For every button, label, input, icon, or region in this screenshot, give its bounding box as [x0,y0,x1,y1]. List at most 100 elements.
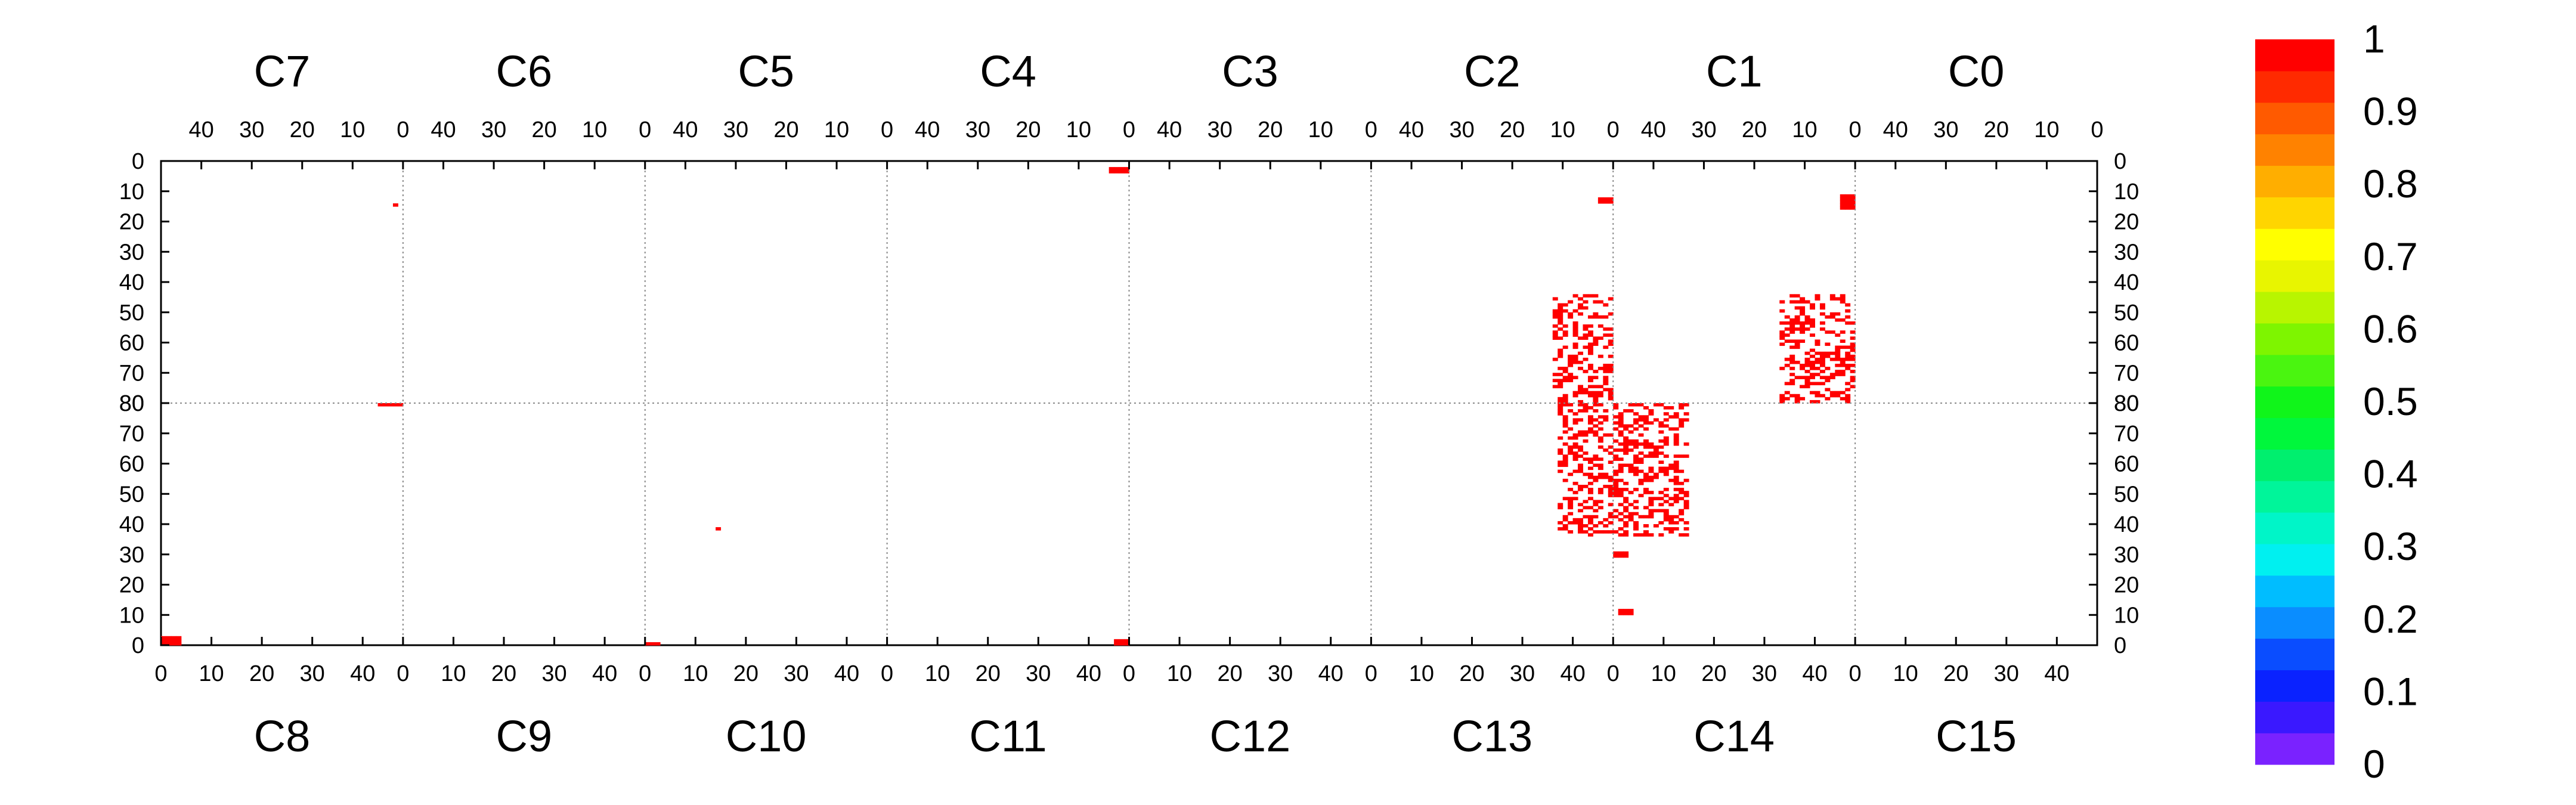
bottom-chamber-title: C11 [969,711,1046,761]
hit-cell [1608,364,1614,367]
hit-cell [1597,427,1603,431]
hit-cell [1628,512,1634,516]
top-chamber-title: C5 [738,47,794,96]
hit-cell [1658,421,1664,425]
bottom-x-tick-label: 30 [1994,661,2019,686]
hit-cell [1558,400,1563,404]
hit-cell [1663,418,1669,422]
hit-cell [1587,315,1593,319]
hit-cell [1829,312,1835,316]
hit-cell [1840,364,1846,367]
hit-cell [1597,530,1603,534]
right-y-tick-label: 60 [2114,452,2139,477]
hit-cell [1789,321,1795,325]
hit-cell [1613,457,1619,461]
hit-cell [1587,506,1593,510]
hit-cell [1633,472,1639,476]
hit-cell [383,403,389,407]
hit-cell [1633,527,1639,531]
hit-cell [1794,339,1800,343]
top-x-tick-label: 10 [340,117,365,143]
hit-cell [1628,448,1634,452]
bottom-x-tick-label: 20 [249,661,274,686]
hit-cell [1558,503,1563,507]
hit-cell [1578,454,1584,458]
right-y-tick-label: 30 [2114,543,2139,568]
colorbar-segment [2255,638,2334,670]
hit-cell [1825,330,1831,334]
hit-cell [1583,327,1589,331]
right-y-tick-label: 0 [2114,633,2126,658]
hit-cell [1643,533,1649,537]
hit-cell [1829,294,1835,298]
hit-cell [1794,315,1800,319]
hit-cell [1829,315,1835,319]
hit-cell [1628,515,1634,519]
hit-cell [1618,478,1624,482]
hit-cell [1668,527,1674,531]
bottom-x-tick-label: 20 [491,661,516,686]
hit-cell [1593,478,1599,482]
hit-cell [1648,515,1654,519]
top-x-tick-label: 0 [1607,117,1620,143]
hit-cell [1840,200,1846,204]
hit-cell [1568,354,1574,358]
hit-cell [1587,364,1593,367]
hit-cell [1578,433,1584,437]
hit-cell [1658,403,1664,407]
hit-cell [1643,524,1649,528]
hit-cell [716,527,722,531]
hit-cell [1800,306,1806,310]
top-x-tick-label: 10 [824,117,849,143]
hit-cell [1618,430,1624,434]
hit-cell [1850,357,1856,361]
top-x-tick-label: 30 [1933,117,1958,143]
hit-cell [1810,324,1815,328]
hit-cell [1578,485,1584,488]
hit-cell [1679,518,1685,522]
colorbar-segment [2255,291,2334,324]
hit-cell [1643,418,1649,422]
hit-cell [1603,367,1609,370]
hit-cell [1572,354,1578,358]
hit-cell [1613,439,1619,443]
hit-cell [1794,294,1800,298]
hit-cell [1825,342,1831,346]
hit-cell [1779,321,1785,325]
bottom-x-tick-label: 0 [1849,661,1862,686]
hit-cell [1593,524,1599,528]
hit-cell [1789,294,1795,298]
hit-cell [1623,436,1629,440]
top-x-tick-label: 40 [1641,117,1666,143]
hit-cell [1552,315,1558,319]
bottom-x-tick-label: 0 [1365,661,1377,686]
hit-cell [1673,436,1679,440]
hit-cell [1794,327,1800,331]
hit-cell [1572,497,1578,500]
hit-cell [1840,391,1846,395]
bottom-x-tick-label: 40 [1076,661,1101,686]
hit-cell [1825,379,1831,382]
hit-cell [1683,412,1689,416]
hit-cell [1663,442,1669,446]
hit-cell [1587,466,1593,470]
hit-cell [1653,509,1659,513]
top-x-tick-label: 30 [965,117,990,143]
hit-cell [1124,167,1129,171]
hit-cell [1794,376,1800,379]
hit-cell [1658,466,1664,470]
bottom-x-tick-label: 40 [2044,661,2069,686]
bottom-x-tick-label: 30 [1510,661,1535,686]
hit-cell [1845,345,1851,349]
hit-cell [1558,521,1563,525]
hit-cell [1794,394,1800,398]
hit-cell [1558,373,1563,376]
hit-cell [1608,503,1614,507]
hit-cell [1648,445,1654,449]
hit-cell [1558,469,1563,473]
hit-cell [1829,330,1835,334]
hit-cell [1819,351,1825,355]
bottom-x-tick-label: 20 [733,661,758,686]
hit-cell [1679,488,1685,491]
hit-cell [1608,197,1614,201]
